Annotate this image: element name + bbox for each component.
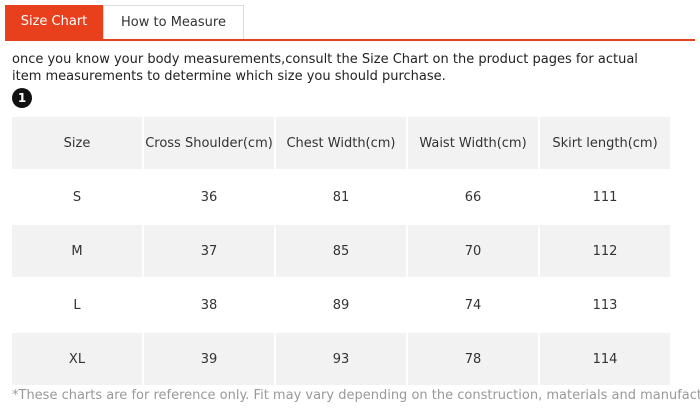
table-cell: 81 — [332, 189, 350, 205]
table-row: L 38 89 74 113 — [12, 279, 670, 331]
step-badge: 1 — [12, 88, 32, 108]
table-row: Size Cross Shoulder(cm) Chest Width(cm) Wai… — [12, 117, 670, 169]
table-cell: 70 — [408, 225, 538, 277]
table-cell: 74 — [464, 297, 482, 313]
table-cell: 78 — [408, 333, 538, 385]
size-table: Size Cross Shoulder(cm) Chest Width(cm) Wai… — [10, 115, 672, 387]
table-cell: 39 — [144, 333, 274, 385]
table-cell: 66 — [464, 189, 482, 205]
table-cell: 112 — [540, 225, 670, 277]
table-cell: M — [12, 225, 142, 277]
footnote: *These charts are for reference only. Fi… — [12, 388, 700, 403]
tab[interactable]: How to Measure — [103, 5, 244, 39]
table-cell: 114 — [540, 333, 670, 385]
table-cell: 93 — [276, 333, 406, 385]
table-cell: 111 — [592, 189, 618, 205]
table-cell: L — [73, 297, 81, 313]
table-cell: Cross Shoulder(cm) — [144, 117, 274, 169]
table-row: XL 39 93 78 114 — [12, 333, 670, 385]
table-cell: Size — [12, 117, 142, 169]
tab-underline — [5, 39, 695, 41]
table-row: M 37 85 70 112 — [12, 225, 670, 277]
table-cell: 37 — [144, 225, 274, 277]
tab-bar: Size Chart How to Measure — [5, 5, 244, 40]
table-cell: 38 — [200, 297, 218, 313]
table-row: S 36 81 66 111 — [12, 171, 670, 223]
table-cell: 89 — [332, 297, 350, 313]
table-cell: Waist Width(cm) — [408, 117, 538, 169]
tab[interactable]: Size Chart — [5, 5, 103, 39]
table-cell: S — [72, 189, 82, 205]
table-cell: Skirt length(cm) — [540, 117, 670, 169]
intro-text: once you know your body measurements,con… — [12, 52, 638, 84]
table-cell: XL — [12, 333, 142, 385]
table-cell: 85 — [276, 225, 406, 277]
table-cell: 113 — [592, 297, 618, 313]
table-cell: Chest Width(cm) — [276, 117, 406, 169]
table-cell: 36 — [200, 189, 218, 205]
